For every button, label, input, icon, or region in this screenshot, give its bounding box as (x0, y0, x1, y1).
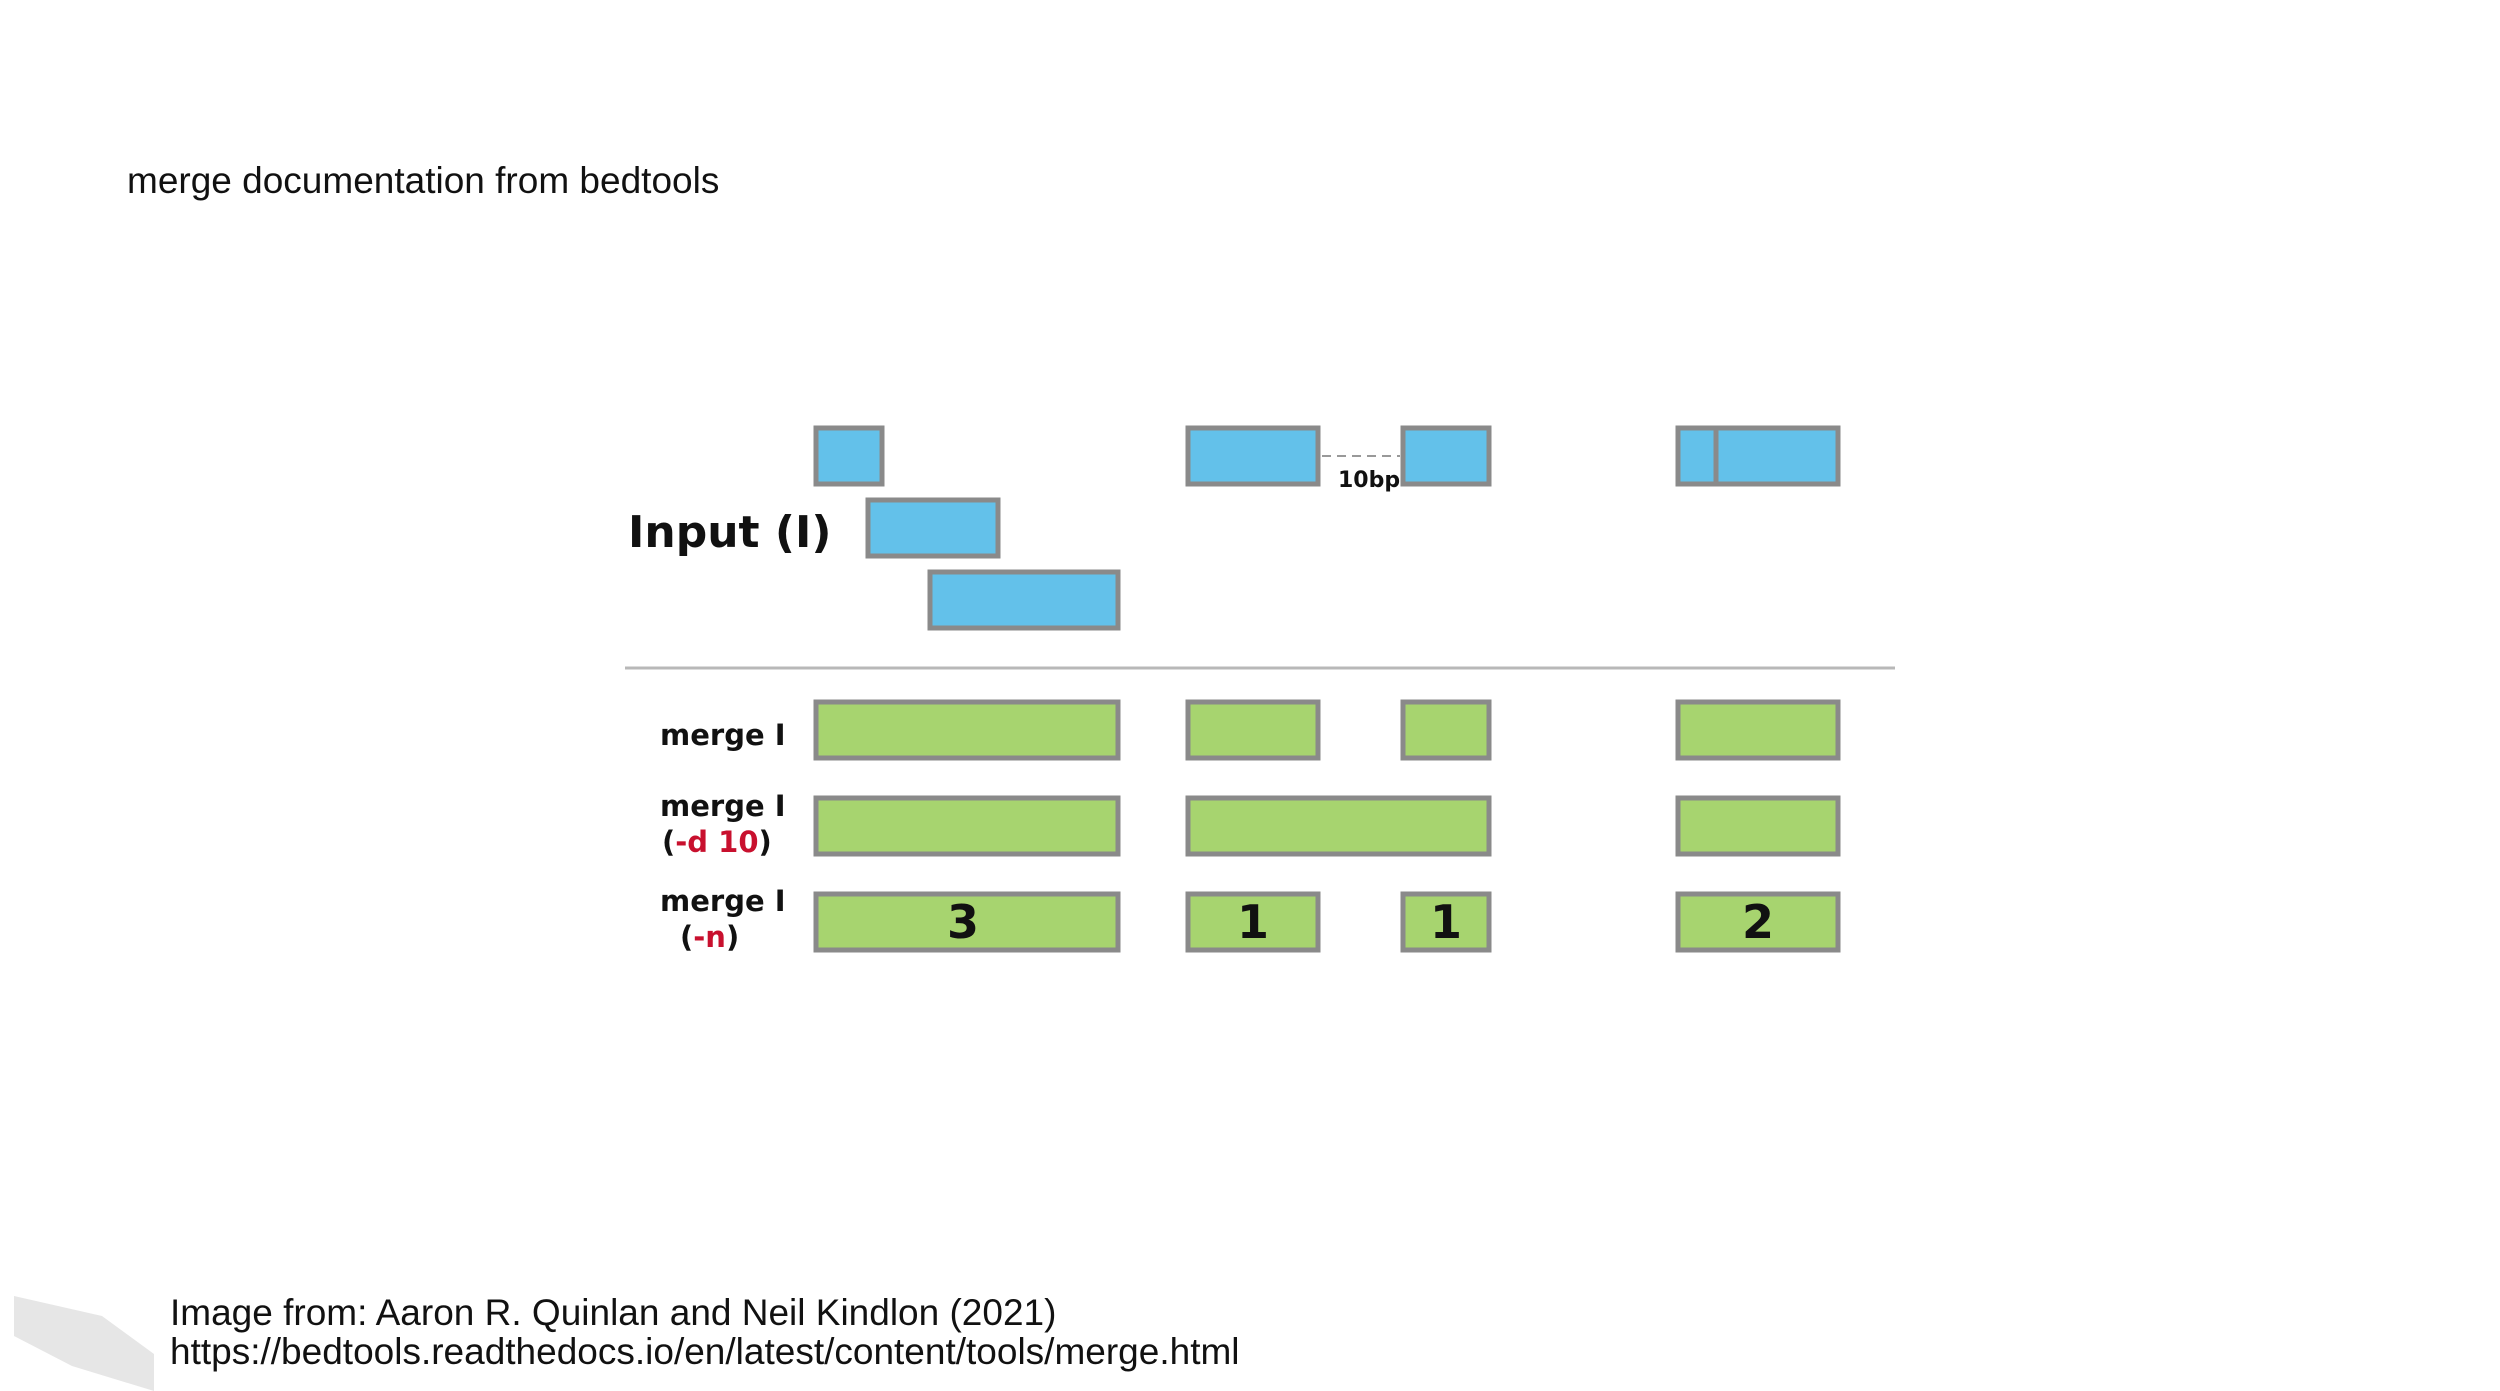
merged-interval (1185, 891, 1321, 953)
corner-decoration (14, 1296, 154, 1391)
flag-text: -n (693, 920, 726, 954)
interval-count: 3 (947, 895, 979, 949)
row-flag-d: (-d 10) (662, 825, 772, 859)
interval-count: 1 (1237, 895, 1269, 949)
flag-close-paren: ) (726, 920, 739, 954)
interval-count: 1 (1430, 895, 1462, 949)
input-interval (1400, 425, 1492, 487)
merged-interval (1675, 699, 1841, 761)
image-credit: Image from: Aaron R. Quinlan and Neil Ki… (170, 1293, 1240, 1371)
output-intervals (813, 699, 1841, 953)
flag-close-paren: ) (759, 825, 772, 859)
merged-interval (1185, 795, 1492, 857)
gap-label: 10bp (1338, 468, 1400, 493)
input-interval (1675, 425, 1719, 487)
slide-title: merge documentation from bedtools (127, 160, 720, 201)
input-interval (1713, 425, 1841, 487)
interval-count: 2 (1742, 895, 1774, 949)
merged-interval (1675, 891, 1841, 953)
row-label-merge: merge I (660, 718, 786, 752)
flag-open-paren: ( (662, 825, 675, 859)
merged-interval (1675, 795, 1841, 857)
row-label-merge-d: merge I (660, 789, 786, 823)
flag-open-paren: ( (680, 920, 693, 954)
row-flag-n: (-n) (680, 920, 739, 954)
merged-interval (813, 795, 1121, 857)
merged-interval (813, 699, 1121, 761)
merged-interval (1185, 699, 1321, 761)
merged-interval (1400, 699, 1492, 761)
input-interval (927, 569, 1121, 631)
credit-line: Image from: Aaron R. Quinlan and Neil Ki… (170, 1292, 1057, 1333)
input-interval (813, 425, 885, 487)
merged-interval (813, 891, 1121, 953)
row-label-merge-n: merge I (660, 884, 786, 918)
input-label: Input (I) (628, 507, 831, 558)
input-interval (1185, 425, 1321, 487)
input-intervals (813, 425, 1841, 631)
input-interval (865, 497, 1001, 559)
flag-text: -d 10 (675, 825, 758, 859)
merged-interval (1400, 891, 1492, 953)
source-url: https://bedtools.readthedocs.io/en/lates… (170, 1331, 1240, 1372)
